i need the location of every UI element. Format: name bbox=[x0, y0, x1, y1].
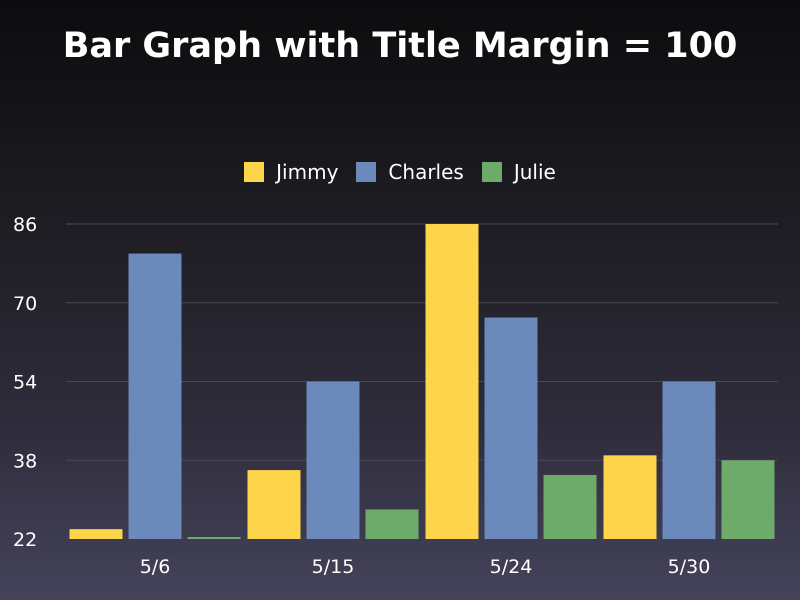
y-tick-label: 70 bbox=[13, 293, 37, 315]
y-tick-label: 38 bbox=[13, 450, 37, 472]
legend: Jimmy Charles Julie bbox=[0, 160, 800, 184]
y-tick-label: 54 bbox=[13, 372, 37, 394]
x-tick-label: 5/15 bbox=[312, 556, 355, 578]
x-tick-label: 5/6 bbox=[140, 556, 171, 578]
legend-item-charles[interactable]: Charles bbox=[356, 160, 464, 184]
legend-swatch-charles bbox=[356, 162, 377, 182]
bar-julie bbox=[721, 460, 775, 539]
bar-charles bbox=[484, 317, 538, 539]
bar-julie bbox=[365, 509, 419, 539]
bar-charles bbox=[662, 381, 716, 539]
bar-jimmy bbox=[247, 470, 301, 539]
legend-swatch-julie bbox=[481, 162, 502, 182]
bar-julie bbox=[187, 537, 241, 539]
x-tick-label: 5/24 bbox=[490, 556, 533, 578]
bar-charles bbox=[306, 381, 360, 539]
bar-jimmy bbox=[69, 529, 123, 539]
bar-charles bbox=[128, 253, 182, 539]
legend-item-julie[interactable]: Julie bbox=[481, 160, 556, 184]
x-tick-label: 5/30 bbox=[668, 556, 711, 578]
legend-label-charles: Charles bbox=[388, 160, 464, 184]
legend-swatch-jimmy bbox=[244, 162, 265, 182]
legend-item-jimmy[interactable]: Jimmy bbox=[244, 160, 338, 184]
chart-title: Bar Graph with Title Margin = 100 bbox=[62, 26, 738, 66]
bar-jimmy bbox=[425, 224, 479, 539]
legend-label-julie: Julie bbox=[513, 160, 556, 184]
y-tick-label: 22 bbox=[13, 529, 37, 551]
bar-julie bbox=[543, 475, 597, 539]
bar-jimmy bbox=[603, 455, 657, 539]
legend-label-jimmy: Jimmy bbox=[276, 160, 339, 184]
y-tick-label: 86 bbox=[13, 214, 37, 236]
